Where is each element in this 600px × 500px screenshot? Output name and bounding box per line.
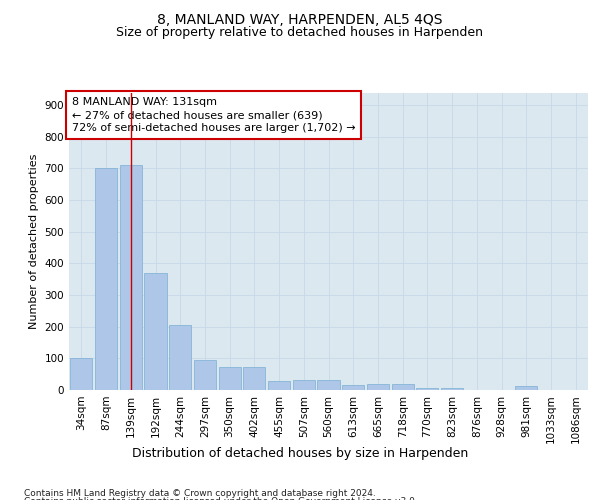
Bar <box>441 388 463 390</box>
Y-axis label: Number of detached properties: Number of detached properties <box>29 154 39 329</box>
Bar <box>268 380 290 390</box>
Bar <box>70 358 92 390</box>
Bar <box>119 166 142 390</box>
Bar <box>515 386 538 390</box>
Text: Size of property relative to detached houses in Harpenden: Size of property relative to detached ho… <box>116 26 484 39</box>
Text: Contains public sector information licensed under the Open Government Licence v3: Contains public sector information licen… <box>24 497 418 500</box>
Text: 8 MANLAND WAY: 131sqm
← 27% of detached houses are smaller (639)
72% of semi-det: 8 MANLAND WAY: 131sqm ← 27% of detached … <box>71 97 355 134</box>
Bar <box>367 384 389 390</box>
Text: Contains HM Land Registry data © Crown copyright and database right 2024.: Contains HM Land Registry data © Crown c… <box>24 488 376 498</box>
Bar <box>169 325 191 390</box>
Bar <box>293 380 315 390</box>
Bar <box>243 367 265 390</box>
Text: 8, MANLAND WAY, HARPENDEN, AL5 4QS: 8, MANLAND WAY, HARPENDEN, AL5 4QS <box>157 12 443 26</box>
Bar <box>392 384 414 390</box>
Bar <box>342 384 364 390</box>
Bar <box>317 380 340 390</box>
Bar <box>218 367 241 390</box>
Bar <box>145 273 167 390</box>
Bar <box>95 168 117 390</box>
Bar <box>194 360 216 390</box>
Text: Distribution of detached houses by size in Harpenden: Distribution of detached houses by size … <box>132 448 468 460</box>
Bar <box>416 388 439 390</box>
